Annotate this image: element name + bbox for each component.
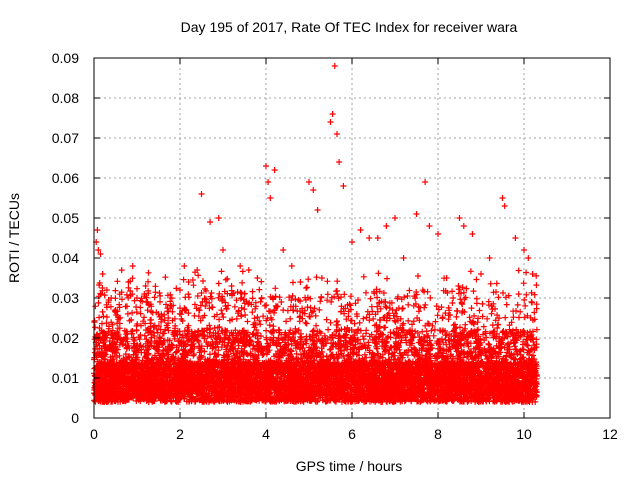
y-tick-label: 0 — [71, 410, 79, 426]
y-tick-label: 0.04 — [52, 250, 79, 266]
y-tick-label: 0.07 — [52, 130, 79, 146]
y-tick-label: 0.09 — [52, 50, 79, 66]
scatter-markers — [91, 63, 540, 405]
y-tick-label: 0.03 — [52, 290, 79, 306]
y-tick-label: 0.05 — [52, 210, 79, 226]
x-tick-label: 12 — [602, 426, 618, 442]
x-tick-label: 0 — [90, 426, 98, 442]
chart-title: Day 195 of 2017, Rate Of TEC Index for r… — [181, 19, 518, 35]
x-axis-tick-labels: 0 2 4 6 8 10 12 — [90, 426, 618, 442]
x-tick-label: 8 — [434, 426, 442, 442]
data-points — [91, 63, 540, 405]
y-axis-title: ROTI / TECUs — [6, 193, 22, 283]
y-tick-label: 0.02 — [52, 330, 79, 346]
y-tick-label: 0.06 — [52, 170, 79, 186]
y-axis-tick-labels: 0 0.01 0.02 0.03 0.04 0.05 0.06 0.07 0.08 0.09 — [52, 50, 79, 426]
x-tick-label: 4 — [262, 426, 270, 442]
x-tick-label: 10 — [516, 426, 532, 442]
x-tick-label: 2 — [176, 426, 184, 442]
axis-ticks — [93, 57, 611, 419]
x-tick-label: 6 — [348, 426, 356, 442]
y-tick-label: 0.01 — [52, 370, 79, 386]
x-axis-title: GPS time / hours — [296, 458, 403, 474]
y-tick-label: 0.08 — [52, 90, 79, 106]
